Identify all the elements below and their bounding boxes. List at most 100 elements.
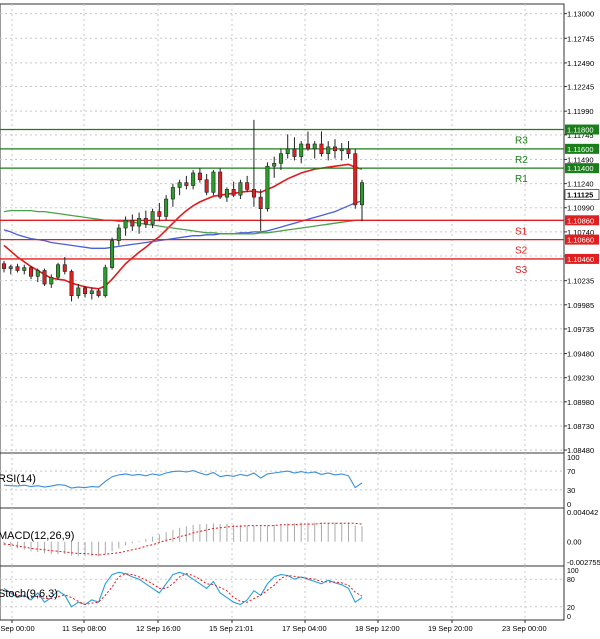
candle-body-up	[150, 211, 155, 225]
price-tick-label: 1.08480	[567, 446, 594, 455]
candle	[197, 168, 202, 183]
candle	[29, 265, 34, 280]
candle-body-down	[332, 146, 337, 152]
candle	[116, 224, 121, 246]
candle-body-down	[251, 189, 256, 198]
candle	[292, 137, 297, 161]
candle	[326, 141, 331, 161]
candle-body-down	[15, 266, 20, 271]
candle-body-down	[62, 264, 67, 272]
candle	[184, 175, 189, 190]
candle-body-up	[359, 182, 364, 206]
candle-body-up	[299, 143, 304, 157]
current-price-marker: 1.11125	[564, 189, 600, 201]
candle-body-up	[285, 148, 290, 154]
candle-body-up	[137, 218, 142, 227]
candle	[96, 288, 101, 298]
level-price-label: 1.11800	[567, 126, 594, 135]
candle-body-down	[197, 172, 202, 181]
candle	[224, 187, 229, 202]
level-name-s1: S1	[515, 226, 528, 237]
candle	[204, 173, 209, 196]
candle-body-up	[123, 219, 128, 229]
candle	[157, 202, 162, 222]
rsi-panel: 100 70 30 0 RSI(14)	[0, 452, 580, 509]
stoch-label: Stoch(9,6,3)	[0, 588, 58, 600]
price-tick-label: 1.09735	[567, 325, 594, 334]
candle	[130, 214, 135, 231]
candle-body-down	[130, 219, 135, 227]
candle	[218, 168, 223, 200]
time-tick-label: 11 Sep 08:00	[62, 624, 106, 633]
candle-body-up	[116, 227, 121, 241]
stoch-series	[3, 571, 363, 608]
candle	[22, 264, 27, 275]
candle-body-up	[56, 264, 61, 278]
level-price-tag	[565, 163, 599, 174]
candle	[15, 263, 20, 273]
candle	[238, 179, 243, 200]
price-tick-label: 1.09480	[567, 350, 594, 359]
candle-body-up	[191, 172, 196, 186]
time-tick-label: 15 Sep 21:01	[209, 624, 254, 633]
moving-averages	[3, 163, 363, 290]
moving-average-line-ma-fast	[3, 163, 363, 290]
candle-body-up	[89, 290, 94, 294]
candle	[231, 181, 236, 198]
price-tick-label: 1.08730	[567, 422, 594, 431]
price-tick-label: 1.08980	[567, 398, 594, 407]
candle	[69, 269, 74, 302]
candle-body-down	[143, 218, 148, 225]
candle	[1, 260, 7, 273]
time-tick-label: 12 Sep 16:00	[136, 624, 181, 633]
stoch-panel-frame	[0, 565, 565, 621]
main-grid	[0, 4, 564, 453]
level-price-tag	[565, 234, 599, 245]
level-name-r3: R3	[515, 136, 528, 147]
price-tick-label: 1.09985	[567, 301, 594, 310]
stoch-tick-label: 20	[567, 605, 575, 612]
candle-body-up	[177, 182, 182, 188]
candle-body-up	[110, 240, 115, 268]
macd-tick-label: 0.004042	[567, 508, 598, 517]
candle-body-up	[272, 163, 277, 167]
candle	[359, 179, 364, 222]
price-tick-label: 1.11240	[567, 180, 594, 189]
rsi-panel-frame	[0, 452, 565, 509]
candle-body-down	[218, 171, 223, 198]
candle-body-up	[35, 270, 40, 277]
candle-body-down	[231, 189, 236, 196]
price-tick-label: 1.12745	[567, 34, 594, 43]
candle	[305, 131, 310, 151]
candle	[143, 210, 148, 229]
stoch-grid	[0, 566, 564, 620]
support-resistance-levels: R3 1.11800 R2 1.11600 R1 1.11400 S1 1.10860 S2 1.…	[0, 124, 599, 276]
level-name-s2: S2	[515, 246, 528, 257]
rsi-label: RSI(14)	[0, 473, 36, 485]
candle-body-down	[184, 182, 189, 186]
candle-body-down	[204, 179, 209, 193]
rsi-grid	[0, 453, 564, 508]
candle-body-down	[1, 263, 7, 269]
candle-body-up	[211, 171, 216, 193]
candle	[137, 212, 142, 234]
price-tick-label: 1.12245	[567, 83, 594, 92]
level-price-label: 1.11400	[567, 164, 594, 173]
candle-body-up	[8, 266, 13, 269]
price-tick-label: 1.12490	[567, 59, 594, 68]
time-tick-label: 23 Sep 00:00	[502, 624, 547, 633]
macd-panel: 0.004042 0.00 -0.002755 MACD(12,26,9)	[0, 507, 600, 567]
candle	[170, 183, 175, 207]
candle-body-down	[157, 211, 162, 217]
rsi-tick-label: 70	[567, 467, 575, 476]
candle	[62, 256, 67, 275]
candle	[319, 131, 324, 157]
time-axis: 10 Sep 00:00 11 Sep 08:00 12 Sep 16:00 15 S…	[0, 620, 547, 633]
macd-tick-label: -0.002755	[567, 558, 600, 567]
candle-body-up	[224, 189, 229, 198]
candle	[8, 264, 13, 275]
candle	[251, 119, 256, 207]
candle-body-down	[42, 270, 47, 285]
